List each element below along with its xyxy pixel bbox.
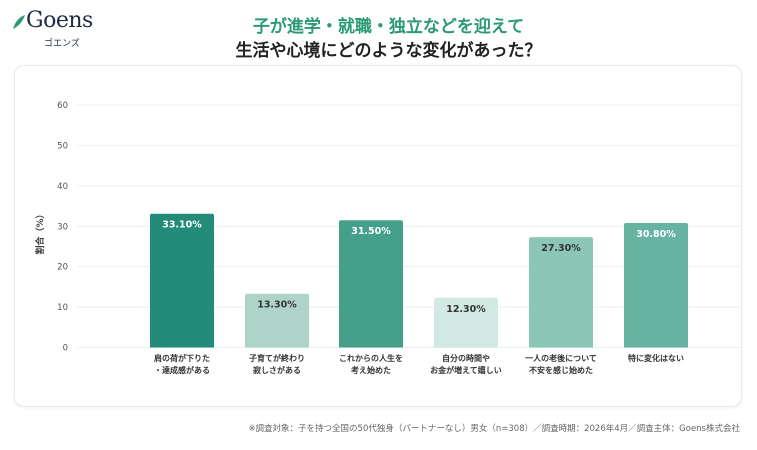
bar <box>434 297 498 348</box>
x-tick-label: これからの人生を <box>339 353 403 363</box>
data-label: 30.80% <box>636 229 676 240</box>
x-tick-label: 寂しさがある <box>253 365 301 375</box>
y-tick-label: 30 <box>57 222 68 232</box>
data-label: 27.30% <box>541 243 581 254</box>
logo-wordmark: Goens <box>26 8 93 33</box>
y-axis-label: 割合（%） <box>34 209 46 254</box>
x-tick-label: 一人の老後について <box>525 353 597 363</box>
x-tick-label: 不安を感じ始めた <box>529 365 593 375</box>
x-tick-label: 子育てが終わり <box>249 353 305 363</box>
y-tick-label: 20 <box>57 263 68 273</box>
y-tick-label: 60 <box>57 101 68 111</box>
x-tick-label: 自分の時間や <box>442 353 490 363</box>
data-label: 13.30% <box>257 300 297 311</box>
title-line-1: 子が進学・就職・独立などを迎えて <box>252 17 525 37</box>
y-tick-label: 0 <box>63 344 68 354</box>
bar <box>150 213 214 348</box>
data-label: 31.50% <box>351 226 391 237</box>
leaf-icon <box>13 15 25 29</box>
x-tick-label: 肩の荷が下りた <box>154 353 210 363</box>
y-tick-label: 10 <box>57 303 68 313</box>
bar <box>339 220 403 348</box>
data-label: 12.30% <box>446 304 486 315</box>
data-label: 33.10% <box>162 220 202 231</box>
x-tick-label: お金が増えて嬉しい <box>430 365 502 375</box>
bar <box>529 237 593 348</box>
bar <box>245 293 309 348</box>
x-tick-label: ・達成感がある <box>154 365 210 375</box>
y-tick-label: 50 <box>57 141 68 151</box>
footnote: ※調査対象：子を持つ全国の50代独身（パートナーなし）男女（n=308）／調査時… <box>248 424 740 434</box>
x-tick-label: 考え始めた <box>351 365 391 375</box>
x-tick-label: 特に変化はない <box>628 353 684 363</box>
y-tick-label: 40 <box>57 182 68 192</box>
title-line-2: 生活や心境にどのような変化があった？ <box>235 41 542 61</box>
bar <box>624 223 688 348</box>
logo-kana: ゴエンズ <box>44 39 80 49</box>
